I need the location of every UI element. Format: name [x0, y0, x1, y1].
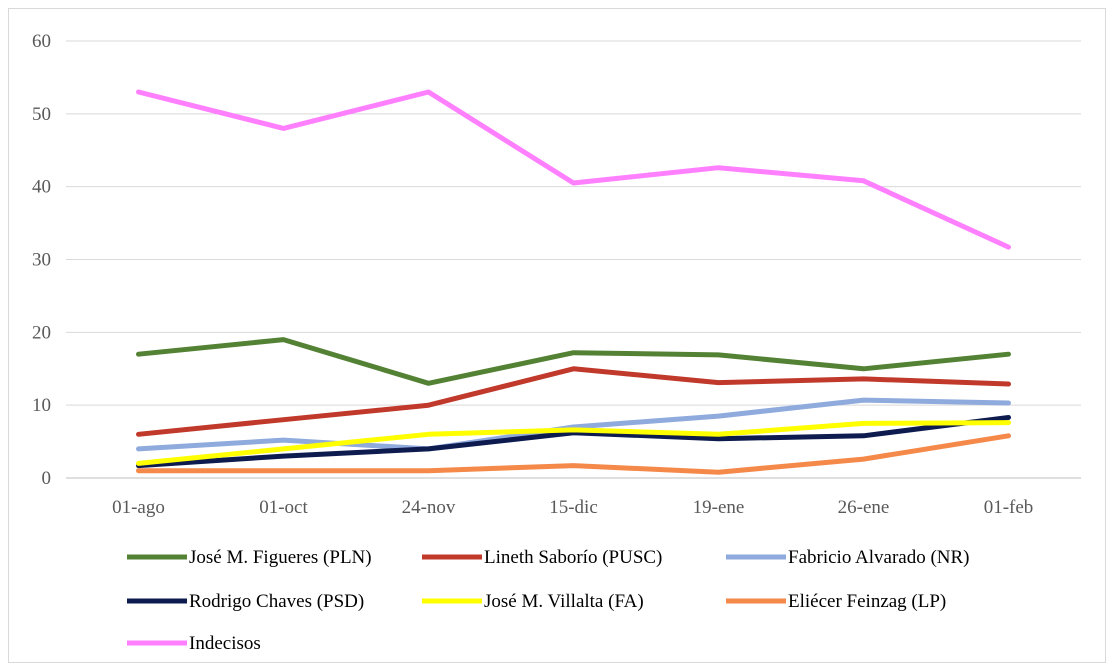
series-lines [136, 89, 1011, 475]
x-axis-tick-labels: 01-ago 01-oct 24-nov 15-dic 19-ene 26-ene 01-f… [112, 497, 1033, 518]
series-line-4 [136, 420, 1011, 466]
legend-item: Indecisos [127, 633, 261, 654]
series-line-2 [136, 397, 1011, 452]
series-line-5 [136, 433, 1011, 475]
legend-label: Eliécer Feinzag (LP) [788, 591, 946, 612]
x-tick-label: 26-ene [838, 497, 890, 518]
x-tick-label: 24-nov [402, 497, 456, 518]
legend-item: Rodrigo Chaves (PSD) [127, 591, 364, 612]
legend-label: José M. Figueres (PLN) [189, 547, 372, 568]
legend-item: Fabricio Alvarado (NR) [726, 547, 970, 568]
y-tick-label: 40 [32, 177, 51, 198]
legend-item: José M. Villalta (FA) [422, 591, 644, 612]
x-tick-label: 01-ago [112, 497, 165, 518]
x-tick-label: 01-oct [259, 497, 308, 518]
series-line-1 [136, 366, 1011, 437]
y-tick-label: 50 [32, 104, 51, 125]
y-tick-label: 10 [32, 395, 51, 416]
series-line-6 [136, 89, 1011, 250]
line-chart: 0 10 20 30 40 50 60 01-ago 01-oct 24-nov 15-dic 19… [32, 31, 1081, 654]
y-axis-tick-labels: 0 10 20 30 40 50 60 [32, 31, 51, 489]
y-tick-label: 20 [32, 322, 51, 343]
x-tick-label: 01-feb [984, 497, 1034, 518]
y-tick-label: 30 [32, 250, 51, 271]
legend-label: Fabricio Alvarado (NR) [788, 547, 970, 568]
x-tick-label: 15-dic [549, 497, 598, 518]
y-tick-label: 0 [42, 468, 52, 489]
legend-item: Lineth Saborío (PUSC) [422, 547, 662, 568]
legend-item: José M. Figueres (PLN) [127, 547, 372, 568]
legend-item: Eliécer Feinzag (LP) [726, 591, 946, 612]
legend: José M. Figueres (PLN) Lineth Saborío (PU… [127, 547, 970, 654]
chart-frame: 0 10 20 30 40 50 60 01-ago 01-oct 24-nov 15-dic 19… [8, 8, 1106, 663]
legend-label: Lineth Saborío (PUSC) [484, 547, 662, 568]
legend-label: José M. Villalta (FA) [484, 591, 644, 612]
series-line-3 [136, 415, 1011, 469]
x-tick-label: 19-ene [693, 497, 745, 518]
legend-label: Rodrigo Chaves (PSD) [189, 591, 364, 612]
legend-label: Indecisos [189, 633, 261, 654]
series-line-0 [136, 337, 1011, 386]
y-tick-label: 60 [32, 31, 51, 52]
